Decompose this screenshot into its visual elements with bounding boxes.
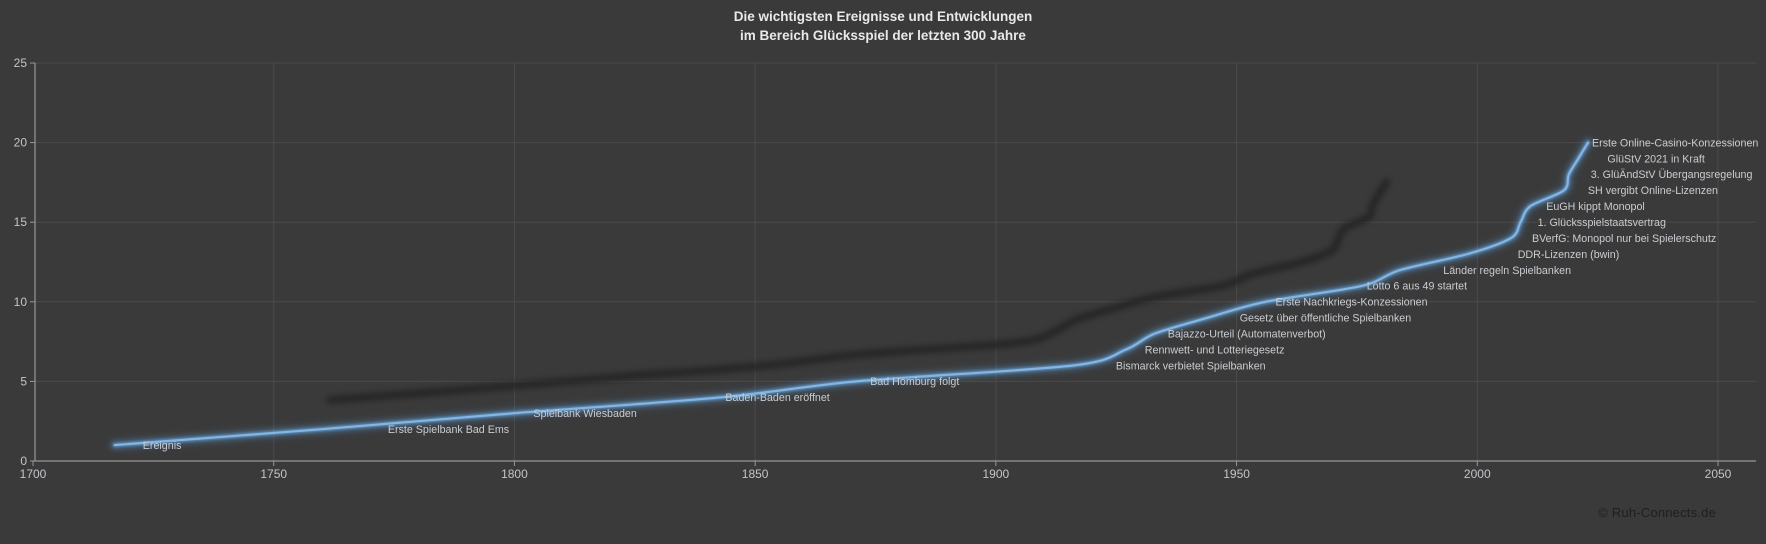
copyright-label: © Ruh-Connects.de bbox=[1598, 505, 1716, 520]
y-tick-label: 10 bbox=[14, 295, 28, 309]
event-label: Lotto 6 aus 49 startet bbox=[1367, 281, 1467, 293]
chart-title-line2: im Bereich Glücksspiel der letzten 300 J… bbox=[740, 28, 1026, 43]
y-tick-label: 20 bbox=[14, 136, 28, 150]
y-tick-label: 15 bbox=[14, 215, 28, 229]
x-tick-label: 1700 bbox=[20, 467, 47, 481]
event-label: Erste Nachkriegs-Konzessionen bbox=[1276, 297, 1428, 309]
event-label: GlüStV 2021 in Kraft bbox=[1607, 153, 1704, 165]
event-label: Bad Homburg folgt bbox=[870, 376, 959, 388]
event-label: Spielbank Wiesbaden bbox=[533, 408, 636, 420]
event-label: Bismarck verbietet Spielbanken bbox=[1116, 360, 1266, 372]
chart-title: Die wichtigsten Ereignisse und Entwicklu… bbox=[0, 7, 1766, 45]
y-tick-label: 0 bbox=[20, 454, 27, 468]
event-label: Erste Online-Casino-Konzessionen bbox=[1592, 137, 1758, 149]
event-label: BVerfG: Monopol nur bei Spielerschutz bbox=[1532, 233, 1716, 245]
event-label: Bajazzo-Urteil (Automatenverbot) bbox=[1168, 328, 1326, 340]
event-label: Ereignis bbox=[143, 440, 182, 452]
x-tick-label: 1900 bbox=[983, 467, 1010, 481]
event-label: DDR-Lizenzen (bwin) bbox=[1518, 249, 1620, 261]
x-tick-label: 1750 bbox=[260, 467, 287, 481]
x-tick-label: 1850 bbox=[742, 467, 769, 481]
event-label: Länder regeln Spielbanken bbox=[1443, 265, 1571, 277]
event-label: 1. Glücksspielstaatsvertrag bbox=[1538, 217, 1666, 229]
event-label: Erste Spielbank Bad Ems bbox=[388, 424, 509, 436]
x-tick-label: 2000 bbox=[1464, 467, 1491, 481]
y-tick-label: 25 bbox=[14, 56, 28, 70]
event-label: EuGH kippt Monopol bbox=[1546, 201, 1645, 213]
event-label: SH vergibt Online-Lizenzen bbox=[1588, 185, 1718, 197]
x-tick-label: 1800 bbox=[501, 467, 528, 481]
event-label: Rennwett- und Lotteriegesetz bbox=[1145, 344, 1285, 356]
series-shadow-line bbox=[326, 178, 1391, 404]
y-tick-label: 5 bbox=[20, 374, 27, 388]
event-label: Baden-Baden eröffnet bbox=[725, 392, 829, 404]
x-tick-label: 2050 bbox=[1705, 467, 1732, 481]
chart-title-line1: Die wichtigsten Ereignisse und Entwicklu… bbox=[733, 9, 1033, 24]
event-label: Gesetz über öffentliche Spielbanken bbox=[1240, 313, 1412, 325]
x-tick-label: 1950 bbox=[1223, 467, 1250, 481]
event-label: 3. GlüÄndStV Übergangsregelung bbox=[1591, 169, 1753, 181]
series-line bbox=[113, 141, 1590, 447]
